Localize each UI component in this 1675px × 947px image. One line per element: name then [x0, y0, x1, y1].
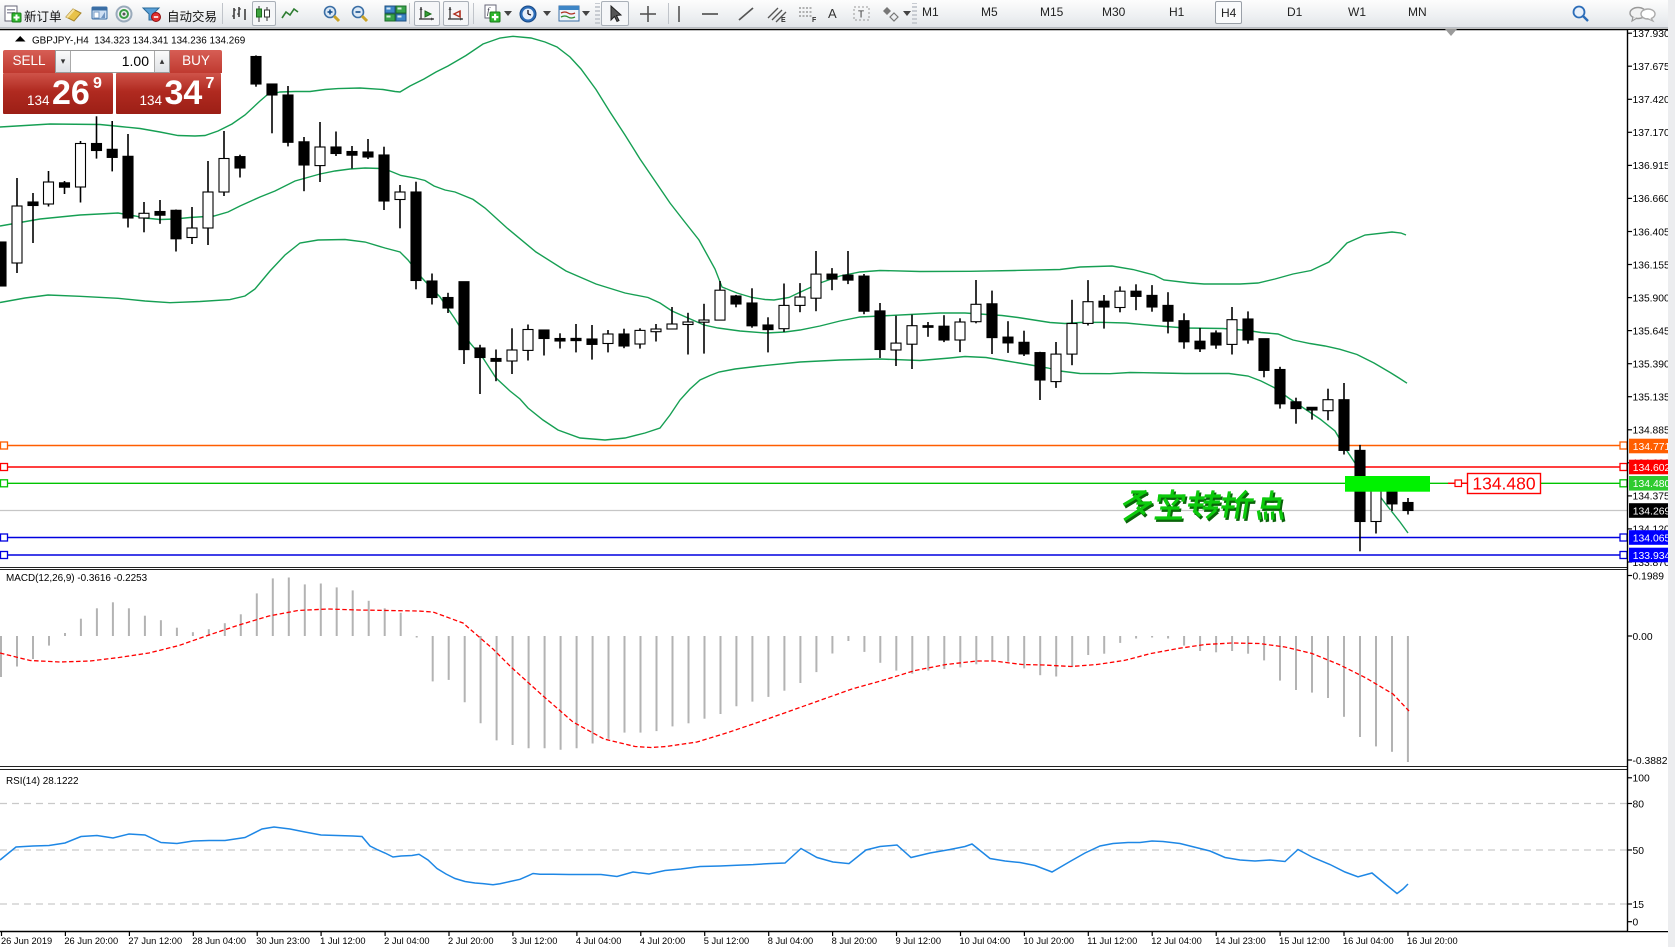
- svg-text:10 Jul 04:00: 10 Jul 04:00: [960, 936, 1011, 946]
- svg-text:30 Jun 23:00: 30 Jun 23:00: [256, 936, 310, 946]
- svg-text:16 Jul 04:00: 16 Jul 04:00: [1343, 936, 1394, 946]
- svg-text:9 Jul 12:00: 9 Jul 12:00: [896, 936, 942, 946]
- svg-text:16 Jul 20:00: 16 Jul 20:00: [1407, 936, 1458, 946]
- svg-text:4 Jul 04:00: 4 Jul 04:00: [576, 936, 622, 946]
- svg-text:136.915: 136.915: [1633, 161, 1670, 172]
- svg-text:2 Jul 20:00: 2 Jul 20:00: [448, 936, 494, 946]
- svg-text:50: 50: [1633, 846, 1645, 857]
- svg-text:F: F: [812, 17, 817, 24]
- svg-text:26 Jun 20:00: 26 Jun 20:00: [64, 936, 118, 946]
- svg-text:136.660: 136.660: [1633, 194, 1670, 205]
- svg-text:0: 0: [1633, 918, 1639, 929]
- svg-text:137.170: 137.170: [1633, 128, 1670, 139]
- svg-text:135.135: 135.135: [1633, 393, 1670, 404]
- svg-text:0.00: 0.00: [1633, 632, 1653, 643]
- svg-text:134.885: 134.885: [1633, 426, 1670, 437]
- svg-text:80: 80: [1633, 799, 1645, 810]
- svg-text:134.480: 134.480: [1633, 479, 1671, 490]
- svg-text:134.602: 134.602: [1633, 463, 1671, 474]
- svg-text:100: 100: [1633, 774, 1650, 785]
- svg-text:RSI(14) 28.1222: RSI(14) 28.1222: [6, 776, 78, 787]
- svg-text:134.065: 134.065: [1633, 533, 1671, 544]
- svg-text:28 Jun 04:00: 28 Jun 04:00: [192, 936, 246, 946]
- svg-text:1 Jul 12:00: 1 Jul 12:00: [320, 936, 366, 946]
- svg-text:135.390: 135.390: [1633, 360, 1670, 371]
- svg-text:GBPJPY-,H4 134.323 134.341 13: GBPJPY-,H4 134.323 134.341 134.236 134.2…: [32, 36, 246, 47]
- svg-text:135.900: 135.900: [1633, 293, 1670, 304]
- svg-text:4 Jul 20:00: 4 Jul 20:00: [640, 936, 686, 946]
- svg-text:8 Jul 04:00: 8 Jul 04:00: [768, 936, 814, 946]
- svg-text:15: 15: [1633, 900, 1645, 911]
- svg-text:135.645: 135.645: [1633, 326, 1670, 337]
- svg-text:15 Jul 12:00: 15 Jul 12:00: [1279, 936, 1330, 946]
- svg-text:3 Jul 12:00: 3 Jul 12:00: [512, 936, 558, 946]
- svg-text:137.930: 137.930: [1633, 29, 1670, 40]
- svg-text:MACD(12,26,9) -0.3616 -0.2253: MACD(12,26,9) -0.3616 -0.2253: [6, 573, 148, 584]
- svg-text:26 Jun 2019: 26 Jun 2019: [1, 936, 52, 946]
- svg-text:0.1989: 0.1989: [1633, 571, 1665, 582]
- svg-text:E: E: [781, 17, 786, 24]
- svg-text:11 Jul 12:00: 11 Jul 12:00: [1087, 936, 1137, 946]
- svg-text:137.675: 137.675: [1633, 62, 1670, 73]
- svg-text:27 Jun 12:00: 27 Jun 12:00: [128, 936, 182, 946]
- svg-text:136.155: 136.155: [1633, 260, 1670, 271]
- svg-text:134.480: 134.480: [1472, 474, 1536, 494]
- svg-text:10 Jul 20:00: 10 Jul 20:00: [1023, 936, 1074, 946]
- svg-text:133.934: 133.934: [1633, 551, 1671, 562]
- svg-text:133.870: 133.870: [1633, 558, 1670, 569]
- svg-text:2 Jul 04:00: 2 Jul 04:00: [384, 936, 430, 946]
- svg-text:5 Jul 12:00: 5 Jul 12:00: [704, 936, 750, 946]
- svg-text:134.771: 134.771: [1633, 442, 1671, 453]
- svg-text:T: T: [858, 10, 864, 21]
- svg-text:137.420: 137.420: [1633, 95, 1670, 106]
- svg-text:f: f: [487, 6, 491, 16]
- svg-text:8 Jul 20:00: 8 Jul 20:00: [832, 936, 878, 946]
- svg-text:136.405: 136.405: [1633, 227, 1670, 238]
- svg-text:12 Jul 04:00: 12 Jul 04:00: [1151, 936, 1202, 946]
- svg-text:14 Jul 23:00: 14 Jul 23:00: [1215, 936, 1266, 946]
- svg-text:134.375: 134.375: [1633, 492, 1670, 503]
- svg-text:-0.3882: -0.3882: [1633, 756, 1668, 767]
- svg-text:134.269: 134.269: [1633, 506, 1671, 517]
